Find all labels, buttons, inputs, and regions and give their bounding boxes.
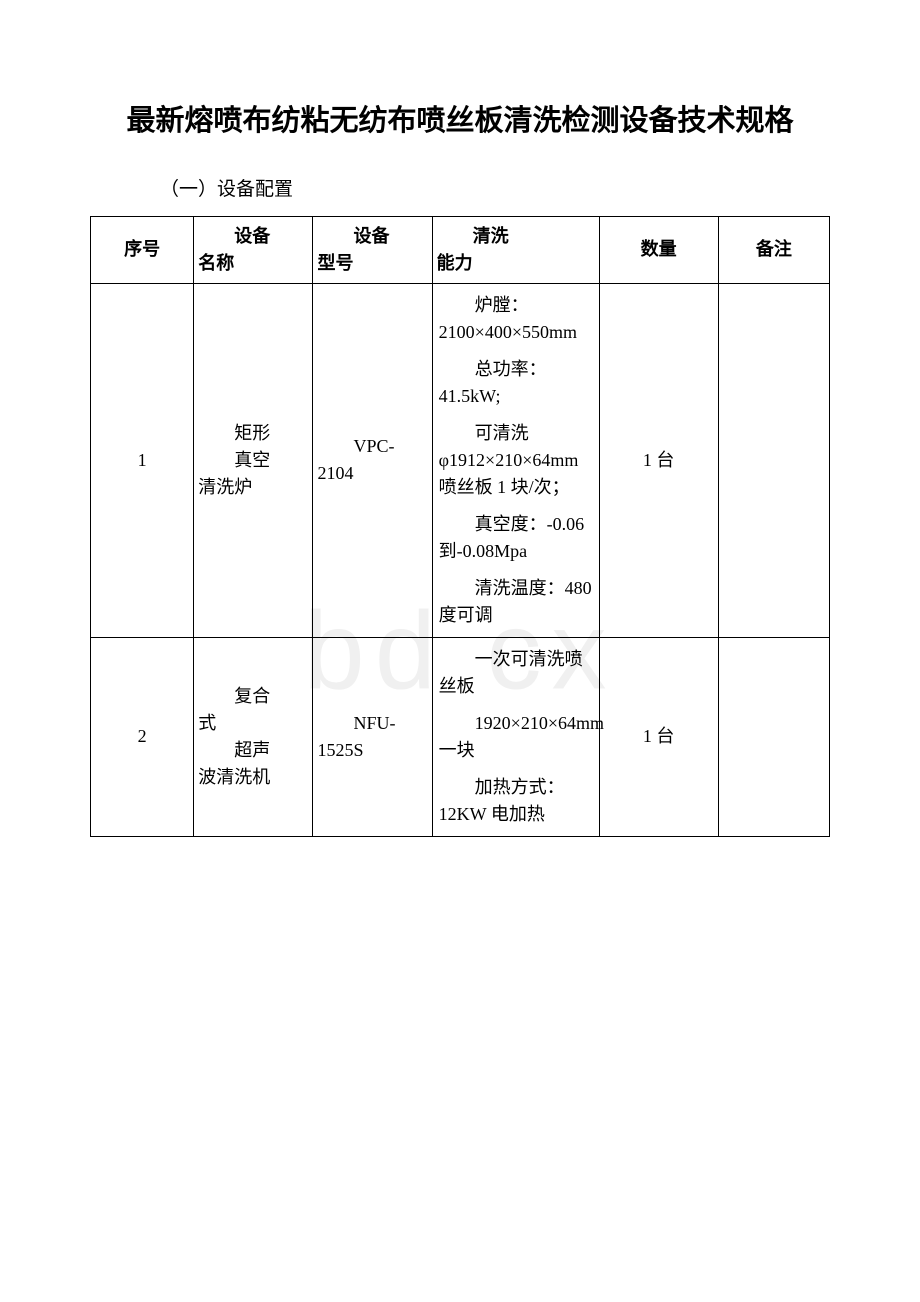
cell-text: 矩形: [198, 420, 308, 447]
section-heading: （一）设备配置: [160, 174, 830, 201]
cell-capacity: 炉膛：2100×400×550mm 总功率：41.5kW; 可清洗φ1912×2…: [432, 283, 599, 637]
cell-qty: 1 台: [599, 637, 718, 836]
cell-text: 式: [198, 710, 308, 737]
col-header-model: 设备 型号: [313, 216, 432, 283]
col-header-remark: 备注: [718, 216, 829, 283]
header-text: 设备: [198, 223, 308, 250]
header-text: 能力: [437, 253, 473, 273]
table-row: 2 复合 式 超声 波清洗机 NFU- 1525S 一次可清洗喷丝板 1920×…: [91, 637, 830, 836]
cell-text: VPC-: [317, 433, 427, 460]
cell-text: 总功率：41.5kW;: [439, 356, 593, 410]
cell-text: 2104: [317, 463, 353, 483]
cell-qty: 1 台: [599, 283, 718, 637]
cell-text: 清洗炉: [198, 474, 308, 501]
cell-text: 超声: [198, 737, 308, 764]
header-text: 型号: [317, 253, 353, 273]
cell-model: VPC- 2104: [313, 283, 432, 637]
cell-text: 1525S: [317, 740, 363, 760]
header-text: 清洗: [437, 223, 595, 250]
cell-text: NFU-: [317, 710, 427, 737]
cell-model: NFU- 1525S: [313, 637, 432, 836]
cell-seq: 2: [91, 637, 194, 836]
col-header-capacity: 清洗 能力: [432, 216, 599, 283]
cell-text: 真空: [198, 447, 308, 474]
cell-text: 1920×210×64mm 一块: [439, 710, 593, 764]
cell-text: 一次可清洗喷丝板: [439, 646, 593, 700]
table-header-row: 序号 设备 名称 设备 型号 清洗 能力 数量 备注: [91, 216, 830, 283]
cell-capacity: 一次可清洗喷丝板 1920×210×64mm 一块 加热方式：12KW 电加热: [432, 637, 599, 836]
cell-remark: [718, 637, 829, 836]
col-header-name: 设备 名称: [194, 216, 313, 283]
header-text: 名称: [198, 253, 234, 273]
cell-text: 加热方式：12KW 电加热: [439, 774, 593, 828]
cell-text: 可清洗φ1912×210×64mm 喷丝板 1 块/次；: [439, 420, 593, 501]
table-row: 1 矩形 真空 清洗炉 VPC- 2104 炉膛：2100×400×550mm …: [91, 283, 830, 637]
equipment-table: 序号 设备 名称 设备 型号 清洗 能力 数量 备注 1: [90, 216, 830, 837]
col-header-seq: 序号: [91, 216, 194, 283]
cell-text: 复合: [198, 683, 308, 710]
cell-name: 矩形 真空 清洗炉: [194, 283, 313, 637]
cell-seq: 1: [91, 283, 194, 637]
cell-text: 真空度：-0.06 到-0.08Mpa: [439, 511, 593, 565]
cell-remark: [718, 283, 829, 637]
cell-text: 清洗温度：480 度可调: [439, 575, 593, 629]
cell-name: 复合 式 超声 波清洗机: [194, 637, 313, 836]
cell-text: 炉膛：2100×400×550mm: [439, 292, 593, 346]
document-content: 最新熔喷布纺粘无纺布喷丝板清洗检测设备技术规格 （一）设备配置 序号 设备 名称…: [90, 100, 830, 837]
header-text: 设备: [317, 223, 427, 250]
cell-text: 波清洗机: [198, 764, 308, 791]
col-header-qty: 数量: [599, 216, 718, 283]
document-title: 最新熔喷布纺粘无纺布喷丝板清洗检测设备技术规格: [90, 100, 830, 144]
